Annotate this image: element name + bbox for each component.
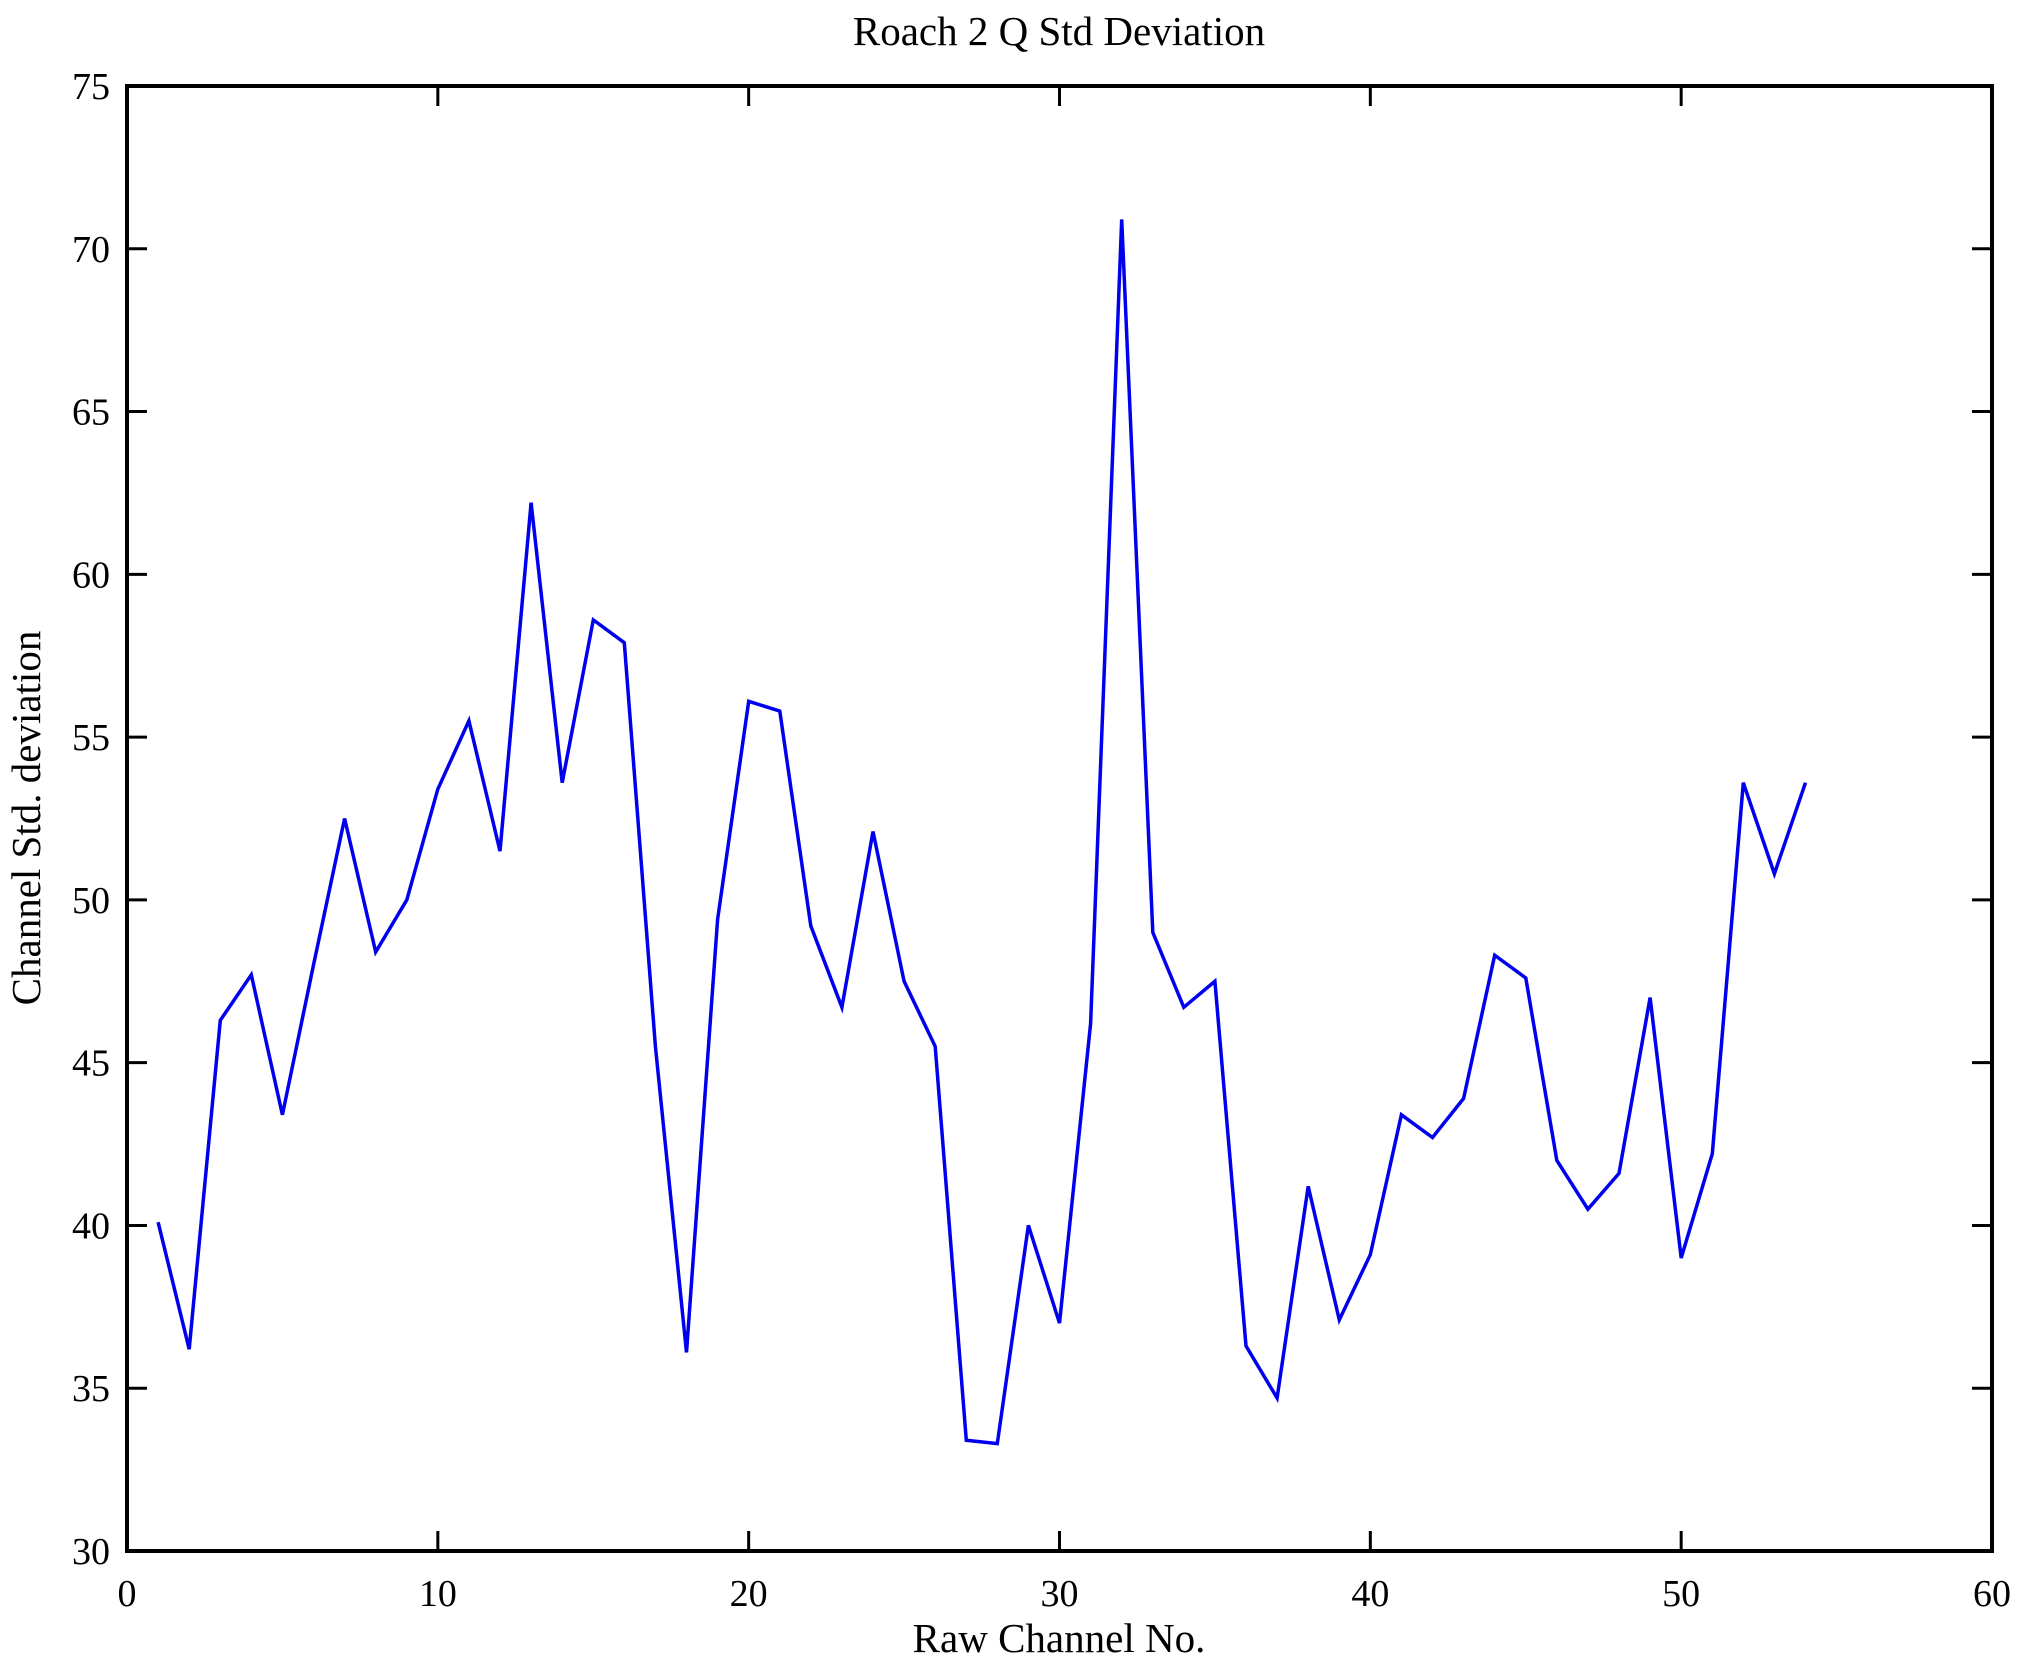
y-tick-label: 55	[72, 717, 110, 759]
x-tick-label: 50	[1662, 1573, 1700, 1615]
y-tick-label: 65	[72, 392, 110, 434]
std-deviation-line	[156, 219, 1808, 1446]
x-axis-label: Raw Channel No.	[913, 1615, 1206, 1661]
chart-title: Roach 2 Q Std Deviation	[853, 8, 1265, 54]
x-tick-label: 10	[419, 1573, 457, 1615]
x-tick-label: 0	[118, 1573, 137, 1615]
y-tick-label: 60	[72, 554, 110, 596]
y-tick-label: 50	[72, 880, 110, 922]
data-series	[156, 219, 1808, 1446]
x-tick-label: 60	[1973, 1573, 2011, 1615]
y-tick-label: 40	[72, 1205, 110, 1247]
y-tick-label: 75	[72, 66, 110, 108]
x-tick-label: 40	[1351, 1573, 1389, 1615]
tick-labels: 0 10 20 30 40 50 60 30 35 40 45 50 55 60 65 70 75	[72, 66, 2011, 1615]
y-tick-label: 45	[72, 1043, 110, 1085]
y-tick-label: 35	[72, 1368, 110, 1410]
axis-ticks	[125, 84, 1994, 1553]
axes-frame	[125, 84, 1994, 1553]
y-tick-label: 30	[72, 1531, 110, 1573]
x-tick-label: 20	[730, 1573, 768, 1615]
plot-box	[125, 84, 1994, 1553]
y-tick-label: 70	[72, 229, 110, 271]
y-axis-label: Channel Std. deviation	[3, 631, 49, 1006]
x-tick-label: 30	[1041, 1573, 1079, 1615]
